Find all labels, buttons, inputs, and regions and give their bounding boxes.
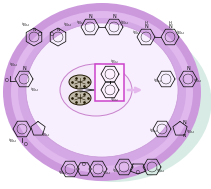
Ellipse shape bbox=[16, 22, 211, 182]
Text: O: O bbox=[136, 170, 140, 176]
Ellipse shape bbox=[3, 3, 201, 181]
Text: $^t$Bu: $^t$Bu bbox=[9, 62, 17, 70]
Text: N: N bbox=[112, 15, 116, 19]
Text: $^t$Bu: $^t$Bu bbox=[21, 22, 29, 30]
Ellipse shape bbox=[11, 11, 193, 173]
Ellipse shape bbox=[69, 91, 91, 105]
Text: O: O bbox=[50, 33, 54, 37]
Ellipse shape bbox=[69, 75, 91, 89]
Text: $^t$Bu: $^t$Bu bbox=[176, 30, 184, 38]
Text: $^t$Bu: $^t$Bu bbox=[120, 20, 128, 28]
Ellipse shape bbox=[26, 23, 178, 157]
Text: N: N bbox=[32, 28, 36, 32]
Text: H: H bbox=[145, 21, 147, 25]
Text: O: O bbox=[38, 33, 42, 37]
Text: O: O bbox=[82, 162, 86, 167]
Text: $^t$Bu: $^t$Bu bbox=[63, 22, 71, 30]
Text: O: O bbox=[24, 142, 28, 146]
Text: $^t$Bu: $^t$Bu bbox=[30, 87, 38, 95]
Text: $^t$Bu: $^t$Bu bbox=[41, 132, 49, 140]
Ellipse shape bbox=[60, 64, 132, 116]
Text: $^t$Bu: $^t$Bu bbox=[186, 129, 194, 137]
Text: $^t$Bu: $^t$Bu bbox=[153, 78, 161, 86]
Text: $^t$Bu: $^t$Bu bbox=[102, 170, 110, 178]
Text: N: N bbox=[186, 67, 190, 71]
Text: N: N bbox=[182, 119, 186, 125]
Text: N: N bbox=[182, 134, 186, 138]
Text: $^t$Bu: $^t$Bu bbox=[58, 170, 66, 178]
Text: N: N bbox=[88, 15, 92, 19]
Text: $^t$Bu: $^t$Bu bbox=[149, 128, 157, 136]
Text: $^t$Bu: $^t$Bu bbox=[76, 20, 84, 28]
Text: $^t$Bu: $^t$Bu bbox=[193, 78, 201, 86]
Text: $^t$Bu: $^t$Bu bbox=[110, 97, 118, 105]
Text: N: N bbox=[144, 25, 148, 29]
FancyBboxPatch shape bbox=[95, 64, 123, 101]
Text: O: O bbox=[5, 78, 9, 84]
Text: $^t$Bu: $^t$Bu bbox=[112, 168, 120, 176]
Ellipse shape bbox=[18, 18, 186, 166]
Text: N: N bbox=[22, 67, 26, 71]
Text: N: N bbox=[56, 28, 60, 32]
Text: N: N bbox=[168, 25, 172, 29]
Text: $^t$Bu: $^t$Bu bbox=[156, 168, 164, 176]
Text: H: H bbox=[169, 21, 172, 25]
Text: $^t$Bu: $^t$Bu bbox=[8, 138, 16, 146]
Text: $^t$Bu: $^t$Bu bbox=[110, 59, 118, 67]
Text: $^t$Bu: $^t$Bu bbox=[132, 30, 140, 38]
